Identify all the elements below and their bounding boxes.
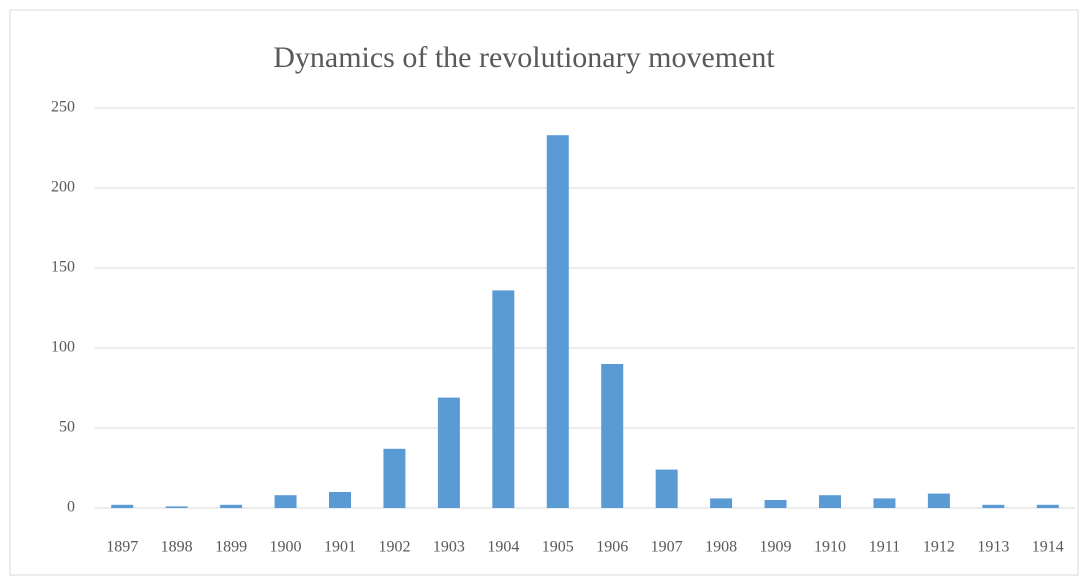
y-tick-label: 0 [67, 499, 75, 516]
y-tick-label: 250 [51, 99, 75, 116]
chart-title: Dynamics of the revolutionary movement [273, 41, 775, 74]
bar [111, 504, 134, 508]
x-tick-label: 1901 [324, 539, 356, 556]
y-tick-label: 50 [59, 419, 75, 436]
bar [655, 469, 678, 508]
x-tick-label: 1902 [378, 539, 410, 556]
x-tick-label: 1904 [487, 539, 519, 556]
y-tick-label: 200 [51, 179, 75, 196]
x-tick-label: 1909 [760, 539, 792, 556]
x-tick-label: 1914 [1032, 539, 1064, 556]
bar [1036, 504, 1059, 508]
bar [819, 495, 841, 508]
bar [546, 135, 569, 508]
x-tick-label: 1900 [270, 539, 302, 556]
y-tick-label: 100 [51, 339, 75, 356]
chart-border [9, 9, 1079, 576]
x-tick-label: 1899 [215, 539, 247, 556]
bar [220, 504, 243, 508]
x-tick-label: 1907 [651, 539, 683, 556]
x-tick-label: 1908 [705, 539, 737, 556]
x-tick-label: 1913 [977, 539, 1009, 556]
x-tick-label: 1910 [814, 539, 846, 556]
bar [492, 290, 515, 508]
bar [329, 492, 351, 508]
bar [710, 498, 733, 508]
x-tick-label: 1905 [542, 539, 574, 556]
bar [982, 504, 1005, 508]
bar [165, 506, 188, 508]
x-tick-label: 1911 [869, 539, 900, 556]
x-tick-label: 1898 [161, 539, 193, 556]
x-tick-label: 1903 [433, 539, 465, 556]
y-tick-label: 150 [51, 259, 75, 276]
bar [383, 448, 406, 508]
bar [437, 397, 460, 508]
bar [873, 498, 896, 508]
bar [601, 364, 624, 508]
x-tick-label: 1897 [106, 539, 138, 556]
bar [274, 495, 297, 508]
bar [764, 500, 787, 508]
x-tick-label: 1912 [923, 539, 955, 556]
bar [927, 493, 950, 508]
x-tick-label: 1906 [596, 539, 628, 556]
